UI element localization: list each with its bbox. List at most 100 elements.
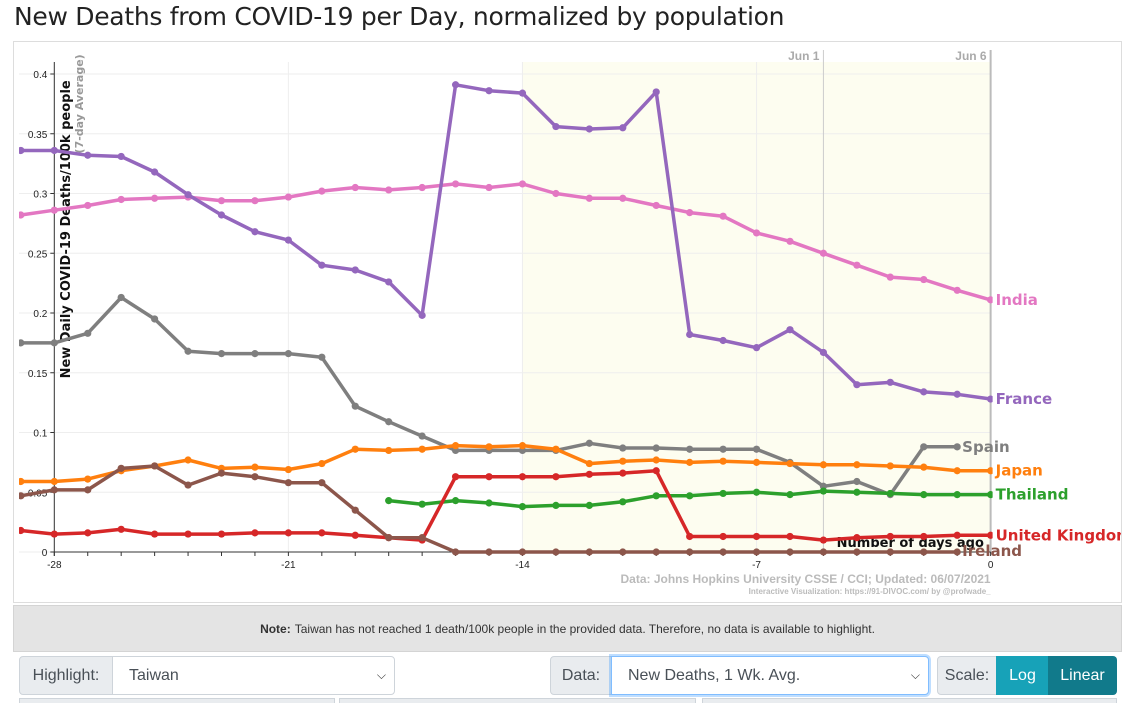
data-point [752, 445, 761, 453]
data-point [251, 463, 259, 471]
control-row-2 [339, 698, 696, 703]
series-label: France [996, 390, 1053, 408]
chart-panel: Jun 1 Jun 6 0 0.05 0.1 0.15 0.2 0.25 0.3 0.35 0.4-… [13, 41, 1122, 603]
y-axis-sublabel: (7-day Average) [73, 54, 86, 153]
data-point [953, 390, 961, 398]
highlight-select[interactable]: Taiwan ⌵ [112, 656, 395, 695]
data-point [251, 350, 259, 358]
data-point [151, 315, 159, 323]
data-point [853, 261, 861, 269]
data-point [451, 81, 460, 89]
x-tick-label: -28 [47, 560, 62, 571]
data-point [552, 548, 560, 556]
data-point [819, 249, 828, 257]
data-point [184, 191, 192, 199]
series-label: Spain [962, 438, 1009, 456]
page-title: New Deaths from COVID-19 per Day, normal… [14, 2, 785, 31]
data-point [318, 261, 326, 269]
data-point [50, 530, 58, 538]
data-point [485, 183, 493, 192]
y-tick-label: 0.2 [33, 309, 47, 320]
data-point [853, 381, 861, 389]
data-point [151, 530, 159, 538]
data-point [786, 532, 794, 541]
data-point [853, 477, 861, 486]
data-point [251, 228, 259, 236]
data-point [284, 350, 292, 358]
data-point [652, 88, 660, 96]
data-point [184, 456, 192, 464]
data-point [853, 488, 861, 496]
y-tick-label: 0.15 [28, 369, 48, 380]
data-point [585, 194, 593, 202]
data-point [418, 500, 426, 508]
control-row-2 [702, 698, 1117, 703]
highlight-select-value: Taiwan [129, 666, 179, 684]
data-point [920, 443, 928, 451]
data-point [719, 548, 727, 556]
data-point [418, 183, 426, 192]
y-tick-label: 0.1 [33, 429, 47, 440]
data-point [151, 462, 159, 470]
x-axis-label: Number of days ago [837, 536, 984, 551]
data-point [351, 445, 359, 453]
line-chart: Jun 1 Jun 600.050.10.150.20.250.30.350.4-… [19, 49, 1121, 596]
y-tick-label: 0.35 [28, 130, 48, 141]
data-point [351, 183, 359, 192]
data-point [853, 534, 861, 542]
data-point [719, 489, 727, 498]
data-point [351, 266, 359, 274]
data-point [418, 311, 426, 319]
scale-linear-button[interactable]: Linear [1048, 656, 1117, 695]
data-point [987, 467, 993, 475]
data-point [786, 548, 794, 556]
data-point [953, 286, 961, 294]
x-tick-label: -7 [752, 560, 761, 571]
data-select[interactable]: New Deaths, 1 Wk. Avg. ⌵ [611, 656, 929, 695]
data-point [351, 402, 359, 410]
data-point [151, 168, 159, 176]
data-point [50, 486, 58, 494]
data-point [585, 470, 593, 478]
data-point [619, 194, 627, 202]
data-point [19, 492, 25, 500]
data-point [786, 326, 794, 334]
data-point [318, 353, 326, 361]
chevron-down-icon: ⌵ [910, 668, 920, 682]
data-point [451, 442, 460, 450]
data-point [19, 146, 25, 155]
note-box: Note: Taiwan has not reached 1 death/100… [13, 605, 1122, 652]
data-point [819, 548, 828, 556]
chevron-down-icon: ⌵ [376, 668, 386, 682]
data-point [619, 457, 627, 465]
data-point [920, 548, 928, 556]
data-label: Data: [550, 656, 612, 695]
highlight-label: Highlight: [19, 656, 113, 695]
data-point [987, 531, 993, 539]
data-point [318, 529, 326, 537]
data-point [987, 395, 993, 403]
series-label: Ireland [962, 542, 1022, 560]
data-point [585, 125, 593, 133]
data-point [585, 459, 593, 468]
series-line-france [20, 83, 991, 401]
data-point [485, 443, 493, 451]
data-point [184, 347, 192, 355]
scale-log-button[interactable]: Log [996, 656, 1049, 695]
data-point [251, 197, 259, 205]
note-bold: Note: [260, 621, 291, 636]
data-point [19, 339, 25, 347]
data-point [953, 531, 961, 539]
data-point [518, 180, 527, 188]
data-point [953, 491, 961, 499]
data-point [50, 339, 58, 347]
data-point [920, 275, 928, 284]
data-point [318, 479, 326, 487]
data-point [385, 186, 393, 194]
data-point [953, 467, 961, 475]
data-select-value: New Deaths, 1 Wk. Avg. [628, 666, 801, 684]
data-point [284, 529, 292, 537]
series-line-united-kingdom [20, 468, 991, 542]
data-point [686, 445, 694, 453]
data-point [987, 491, 993, 499]
